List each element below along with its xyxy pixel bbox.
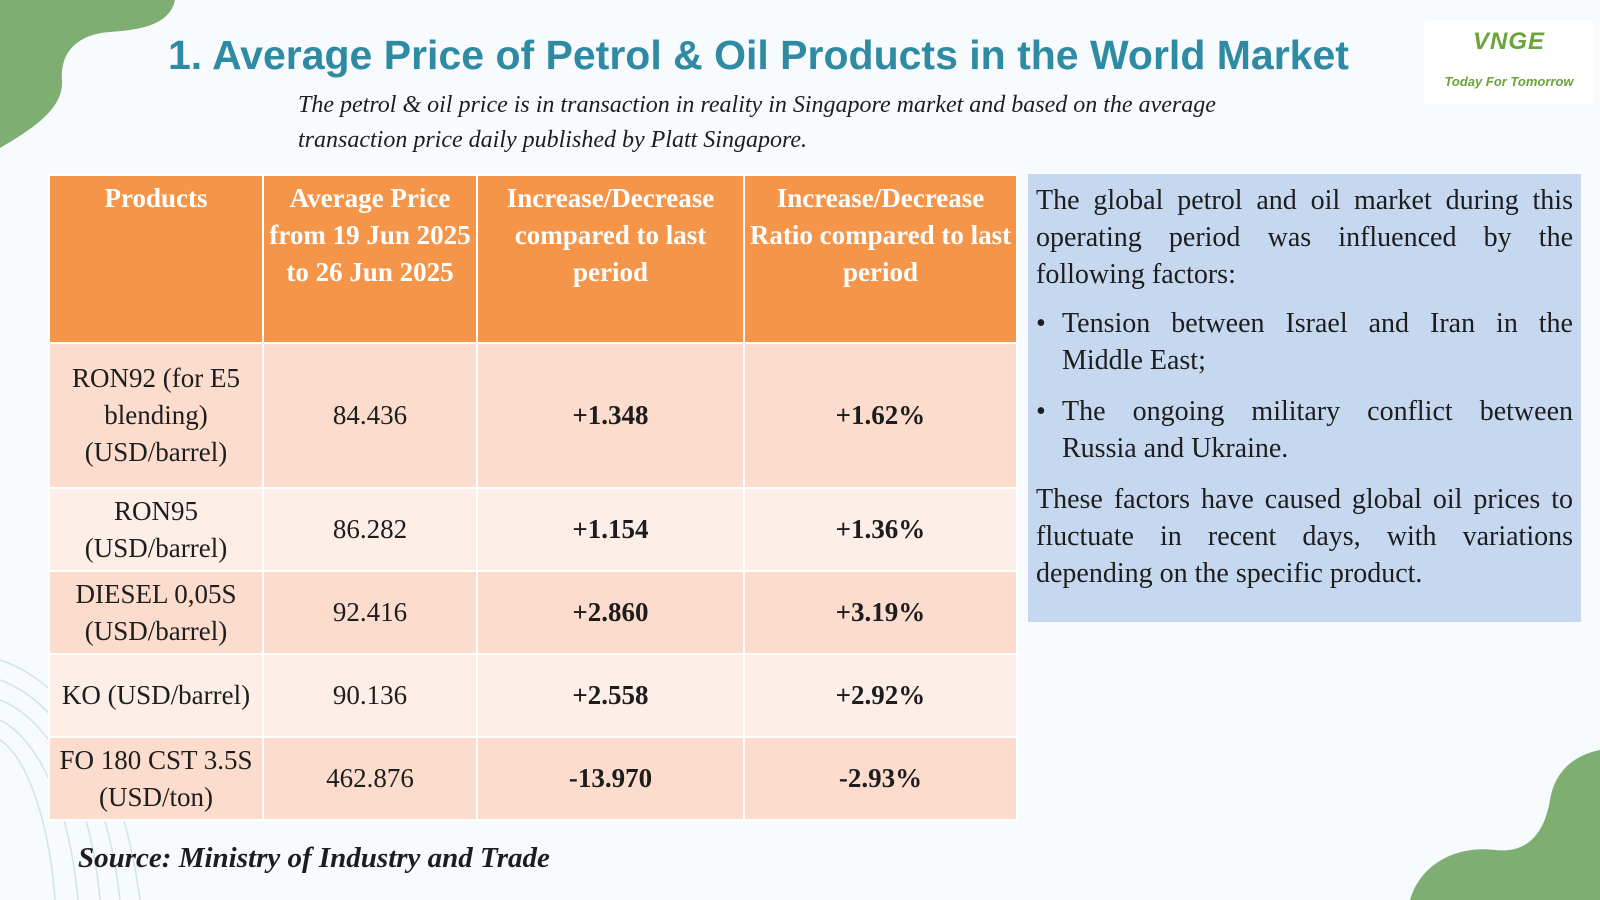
bullet-icon: • bbox=[1036, 396, 1046, 427]
ratio-cell: +1.36% bbox=[743, 487, 1018, 572]
ratio-cell: +1.62% bbox=[743, 342, 1018, 489]
product-cell: RON95 (USD/barrel) bbox=[48, 487, 264, 572]
ratio-cell: +3.19% bbox=[743, 570, 1018, 655]
price-table: Products Average Price from 19 Jun 2025 … bbox=[48, 174, 1018, 821]
bottom-right-leaf-decoration bbox=[1410, 750, 1600, 900]
factor-text: The ongoing military conflict between Ru… bbox=[1062, 396, 1573, 464]
page-title: 1. Average Price of Petrol & Oil Product… bbox=[168, 32, 1349, 78]
table-row: KO (USD/barrel) 90.136 +2.558 +2.92% bbox=[48, 653, 1018, 738]
price-cell: 90.136 bbox=[262, 653, 478, 738]
price-cell: 84.436 bbox=[262, 342, 478, 489]
header-change: Increase/Decrease compared to last perio… bbox=[476, 174, 745, 344]
price-cell: 86.282 bbox=[262, 487, 478, 572]
ratio-cell: -2.93% bbox=[743, 736, 1018, 821]
product-cell: FO 180 CST 3.5S (USD/ton) bbox=[48, 736, 264, 821]
market-factors-panel: The global petrol and oil market during … bbox=[1028, 174, 1581, 622]
header-products: Products bbox=[48, 174, 264, 344]
factors-list: • Tension between Israel and Iran in the… bbox=[1036, 305, 1573, 467]
product-cell: RON92 (for E5 blending) (USD/barrel) bbox=[48, 342, 264, 489]
page-subtitle: The petrol & oil price is in transaction… bbox=[298, 92, 1216, 153]
table-row: RON92 (for E5 blending) (USD/barrel) 84.… bbox=[48, 342, 1018, 489]
change-cell: -13.970 bbox=[476, 736, 745, 821]
factors-intro: The global petrol and oil market during … bbox=[1036, 185, 1573, 290]
product-cell: DIESEL 0,05S (USD/barrel) bbox=[48, 570, 264, 655]
table-header-row: Products Average Price from 19 Jun 2025 … bbox=[48, 174, 1018, 344]
product-cell: KO (USD/barrel) bbox=[48, 653, 264, 738]
ratio-cell: +2.92% bbox=[743, 653, 1018, 738]
change-cell: +2.558 bbox=[476, 653, 745, 738]
list-item: • The ongoing military conflict between … bbox=[1036, 393, 1573, 467]
header-average-price: Average Price from 19 Jun 2025 to 26 Jun… bbox=[262, 174, 478, 344]
table-row: RON95 (USD/barrel) 86.282 +1.154 +1.36% bbox=[48, 487, 1018, 572]
factors-conclusion: These factors have caused global oil pri… bbox=[1036, 484, 1573, 589]
change-cell: +1.154 bbox=[476, 487, 745, 572]
table-row: FO 180 CST 3.5S (USD/ton) 462.876 -13.97… bbox=[48, 736, 1018, 821]
company-logo: VNGE Today For Tomorrow bbox=[1424, 20, 1594, 104]
list-item: • Tension between Israel and Iran in the… bbox=[1036, 305, 1573, 379]
bullet-icon: • bbox=[1036, 308, 1046, 339]
factor-text: Tension between Israel and Iran in the M… bbox=[1062, 308, 1573, 376]
logo-brand: VNGE bbox=[1472, 28, 1545, 55]
change-cell: +2.860 bbox=[476, 570, 745, 655]
logo-tagline: Today For Tomorrow bbox=[1444, 74, 1574, 89]
source-note: Source: Ministry of Industry and Trade bbox=[78, 842, 550, 874]
price-cell: 462.876 bbox=[262, 736, 478, 821]
top-left-leaf-decoration bbox=[0, 0, 175, 148]
table-row: DIESEL 0,05S (USD/barrel) 92.416 +2.860 … bbox=[48, 570, 1018, 655]
price-cell: 92.416 bbox=[262, 570, 478, 655]
change-cell: +1.348 bbox=[476, 342, 745, 489]
header-change-ratio: Increase/Decrease Ratio compared to last… bbox=[743, 174, 1018, 344]
